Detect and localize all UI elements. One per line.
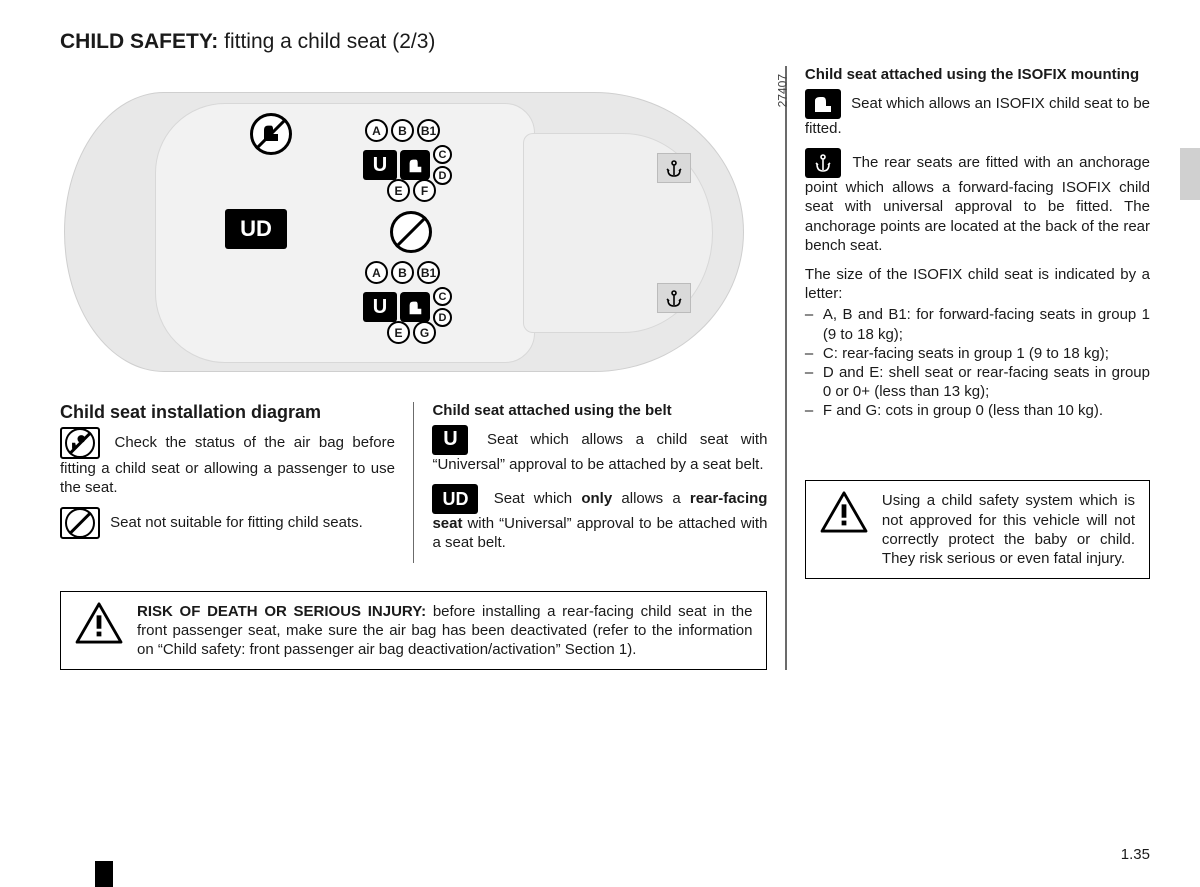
u-badge: U <box>363 292 397 322</box>
isofix-seat-note: Seat which allows an ISOFIX child seat t… <box>805 89 1150 138</box>
prohibit-icon <box>65 508 95 538</box>
section-heading: Child seat installation diagram <box>60 402 395 423</box>
size-list: A, B and B1: for forward-facing seats in… <box>805 305 1150 420</box>
anchor-icon <box>657 153 691 183</box>
label-circle: B1 <box>417 261 440 284</box>
ud-seat-note: UD Seat which only allows a rear-facing … <box>432 484 767 552</box>
ud-badge: UD <box>225 209 287 249</box>
warning-approval: Using a child safety system which is not… <box>805 480 1150 579</box>
child-seat-icon <box>400 150 430 180</box>
label-circle: B <box>391 119 414 142</box>
anchor-icon <box>657 283 691 313</box>
figure-number: 27407 <box>775 74 789 107</box>
anchor-icon <box>805 148 841 178</box>
warning-icon <box>75 602 123 644</box>
label-circle: B1 <box>417 119 440 142</box>
prohibit-icon <box>250 113 292 155</box>
prohibit-icon <box>65 428 95 458</box>
label-circle: F <box>413 179 436 202</box>
label-circle: C <box>433 287 452 306</box>
isofix-seat-icon <box>805 89 841 119</box>
list-item: F and G: cots in group 0 (less than 10 k… <box>805 401 1150 420</box>
list-item: A, B and B1: for forward-facing seats in… <box>805 305 1150 343</box>
warning-icon <box>820 491 868 533</box>
label-circle: A <box>365 119 388 142</box>
label-circle: G <box>413 321 436 344</box>
label-circle: A <box>365 261 388 284</box>
not-suitable-note: Seat not suitable for fitting child seat… <box>60 507 395 539</box>
thumb-tab <box>95 861 113 887</box>
airbag-check-note: Check the status of the air bag before f… <box>60 427 395 497</box>
u-seat-note: U Seat which allows a child seat with “U… <box>432 425 767 474</box>
anchor-note: The rear seats are fitted with an anchor… <box>805 148 1150 255</box>
label-circle: C <box>433 145 452 164</box>
section-heading: Child seat attached using the belt <box>432 402 767 419</box>
page-number: 1.35 <box>1121 846 1150 863</box>
page-title: CHILD SAFETY: fitting a child seat (2/3) <box>60 30 1150 54</box>
label-circle: B <box>391 261 414 284</box>
car-diagram: UD A B B1 U C <box>60 66 767 386</box>
child-seat-icon <box>400 292 430 322</box>
u-badge: U <box>363 150 397 180</box>
section-heading: Child seat attached using the ISOFIX mou… <box>805 66 1150 83</box>
list-item: C: rear-facing seats in group 1 (9 to 18… <box>805 344 1150 363</box>
warning-risk-of-death: RISK OF DEATH OR SERIOUS INJURY: before … <box>60 591 767 671</box>
label-circle: E <box>387 321 410 344</box>
list-item: D and E: shell seat or rear-facing seats… <box>805 363 1150 401</box>
prohibit-icon <box>390 211 432 253</box>
label-circle: E <box>387 179 410 202</box>
size-intro: The size of the ISOFIX child seat is ind… <box>805 265 1150 303</box>
edge-tab <box>1180 148 1200 200</box>
